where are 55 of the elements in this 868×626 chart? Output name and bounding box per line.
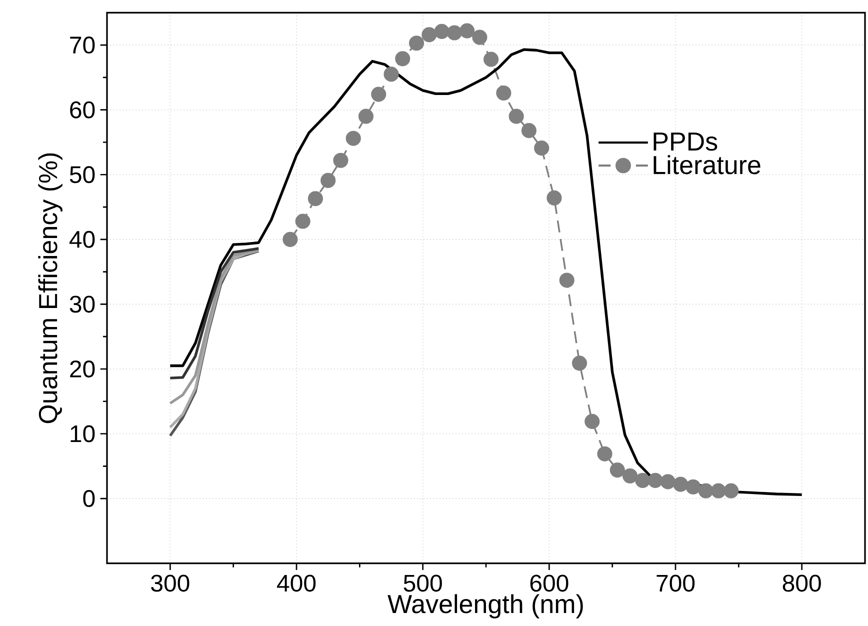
- x-tick-label: 700: [656, 574, 695, 592]
- point: [358, 108, 374, 124]
- point: [320, 172, 336, 188]
- x-axis-title: Wavelength (nm): [388, 594, 583, 618]
- point: [710, 483, 726, 498]
- x-tick-label: 800: [782, 574, 821, 592]
- legend-label: Literature: [654, 155, 760, 174]
- point: [546, 190, 562, 206]
- x-tick-label: 500: [404, 574, 442, 592]
- point: [648, 472, 663, 488]
- point: [295, 214, 310, 229]
- point: [572, 356, 588, 371]
- point: [446, 25, 462, 40]
- point: [346, 130, 361, 146]
- x-tick-label: 600: [530, 574, 568, 592]
- point: [422, 27, 437, 42]
- y-tick-label: 50: [70, 166, 95, 184]
- point: [395, 51, 410, 66]
- y-tick-label: 40: [69, 230, 95, 248]
- point: [508, 108, 524, 124]
- x-tick-label: 300: [151, 574, 190, 592]
- y-tick-label: 0: [83, 490, 95, 508]
- point: [460, 23, 475, 38]
- point: [660, 474, 676, 490]
- point: [308, 191, 323, 206]
- point: [559, 272, 574, 288]
- line-series: [168, 247, 260, 380]
- point: [371, 86, 386, 102]
- y-axis-title: Quantum Efficiency (%): [38, 153, 62, 424]
- y-tick-label: 10: [70, 425, 95, 442]
- y-tick-label: 30: [70, 296, 95, 313]
- point: [534, 140, 550, 156]
- point: [622, 468, 638, 484]
- point: [686, 479, 701, 494]
- point: [584, 414, 600, 429]
- point: [484, 52, 499, 67]
- point: [472, 30, 488, 45]
- y-tick-label: 20: [70, 360, 95, 378]
- point: [333, 152, 348, 168]
- point: [496, 85, 512, 101]
- x-tick-label: 400: [277, 574, 316, 592]
- y-tick-label: 60: [70, 101, 95, 118]
- legend-label: PPDs: [654, 132, 718, 151]
- point: [635, 472, 650, 488]
- point: [434, 24, 450, 39]
- point: [521, 123, 536, 138]
- point: [724, 483, 739, 498]
- point: [610, 462, 625, 478]
- y-tick-label: 70: [70, 36, 95, 54]
- point: [673, 476, 688, 492]
- point: [698, 483, 714, 498]
- point: [282, 232, 298, 247]
- point: [384, 66, 399, 82]
- point: [408, 36, 424, 51]
- point: [597, 446, 612, 462]
